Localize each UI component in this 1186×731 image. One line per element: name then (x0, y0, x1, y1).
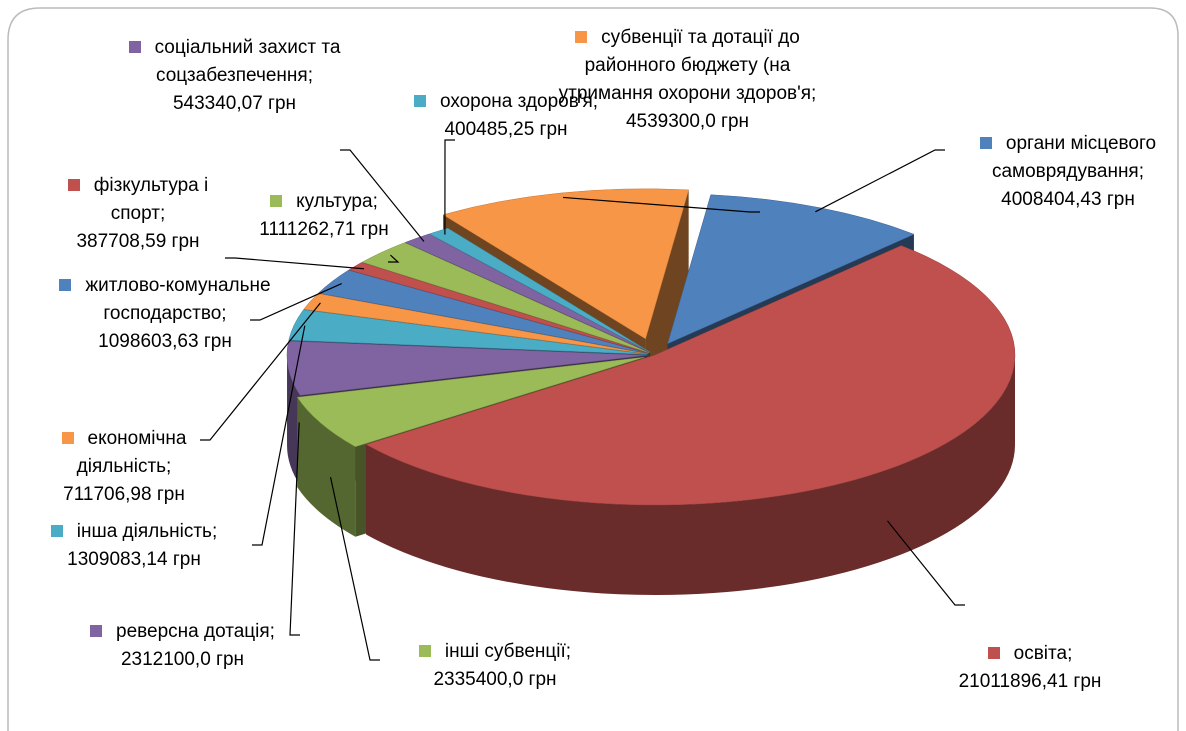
label-value: 711706,98 грн (63, 484, 185, 505)
pie-slice (404, 233, 650, 353)
legend-key (979, 137, 992, 149)
legend-key (575, 31, 588, 43)
data-label: житлово-комунальне господарство; 1098603,… (55, 272, 275, 356)
legend-key (418, 645, 431, 657)
pie-slice (428, 227, 651, 353)
label-category: охорона здоров'я; (439, 91, 599, 112)
label-value: 21011896,41 грн (958, 671, 1102, 692)
label-value: 387708,59 грн (76, 231, 200, 252)
data-label: фізкультура і спорт; 387708,59 грн (38, 172, 238, 256)
frame (7, 7, 1179, 731)
pie-slice (365, 245, 1016, 506)
data-label: реверсна дотація; 2312100,0 грн (60, 618, 305, 674)
pie-slice (442, 188, 689, 340)
data-label: освіта; 21011896,41 грн (915, 640, 1145, 696)
legend-key (90, 625, 103, 637)
legend-key (61, 432, 74, 444)
label-value: 2335400,0 грн (433, 669, 557, 690)
leader-line (329, 476, 380, 661)
data-label: інші субвенції; 2335400,0 грн (390, 638, 600, 694)
leader-line (252, 325, 306, 546)
label-value: 1111262,71 грн (259, 219, 389, 240)
pie-slice (317, 269, 649, 354)
label-category: фізкультура і спорт; (93, 175, 209, 224)
pie-slice (667, 194, 915, 345)
pie-slice (348, 262, 649, 354)
pie-slice (361, 242, 650, 353)
legend-key (59, 279, 72, 291)
slice-side (287, 355, 301, 486)
leader-line (887, 520, 965, 606)
slice-side (366, 355, 1015, 596)
label-category: культура; (296, 191, 378, 212)
label-value: 4008404,43 грн (1001, 189, 1135, 210)
pie-slice (296, 356, 645, 447)
label-value: 400485,25 грн (444, 119, 568, 140)
label-category: житлово-комунальне господарство; (85, 275, 271, 324)
legend-key (67, 179, 80, 191)
leader-line (225, 257, 364, 270)
legend-key (987, 647, 1000, 659)
label-value: 1098603,63 грн (98, 331, 232, 352)
label-value: 2312100,0 грн (120, 649, 245, 670)
legend-key (50, 525, 63, 537)
label-value: 1309083,14 грн (67, 549, 201, 570)
legend-key (270, 195, 283, 207)
label-category: субвенції та дотації до районного бюджет… (558, 27, 817, 104)
data-label: інша діяльність; 1309083,14 грн (18, 518, 250, 574)
slice-side (297, 397, 356, 537)
pie-slice (288, 309, 648, 355)
label-category: органи місцевого самоврядування; (991, 133, 1157, 182)
leader-line (340, 149, 425, 242)
data-label: охорона здоров'я; 400485,25 грн (400, 88, 612, 144)
label-category: соціальний захист та соцзабезпечення; (154, 37, 341, 86)
label-category: освіта; (1013, 643, 1073, 664)
legend-key (413, 95, 426, 107)
label-category: економічна діяльність; (76, 428, 187, 477)
leader-line (388, 254, 400, 263)
data-label: соціальний захист та соцзабезпечення; 543… (112, 34, 357, 118)
label-value: 543340,07 грн (172, 93, 297, 114)
data-label: органи місцевого самоврядування; 4008404,… (950, 130, 1186, 214)
leader-line (562, 196, 760, 213)
label-category: інші субвенції; (444, 641, 572, 662)
leader-line (200, 302, 321, 441)
data-label: субвенції та дотації до районного бюджет… (555, 24, 820, 136)
leader-line (815, 149, 945, 213)
leader-line (250, 282, 342, 321)
leader-line (289, 422, 300, 636)
data-label: культура; 1111262,71 грн (228, 188, 420, 244)
legend-key (128, 41, 141, 53)
leader-line (444, 139, 455, 235)
data-label: економічна діяльність; 711706,98 грн (18, 425, 230, 509)
label-category: реверсна дотація; (116, 621, 275, 642)
label-category: інша діяльність; (76, 521, 218, 542)
label-value: 4539300,0 грн (625, 111, 750, 132)
